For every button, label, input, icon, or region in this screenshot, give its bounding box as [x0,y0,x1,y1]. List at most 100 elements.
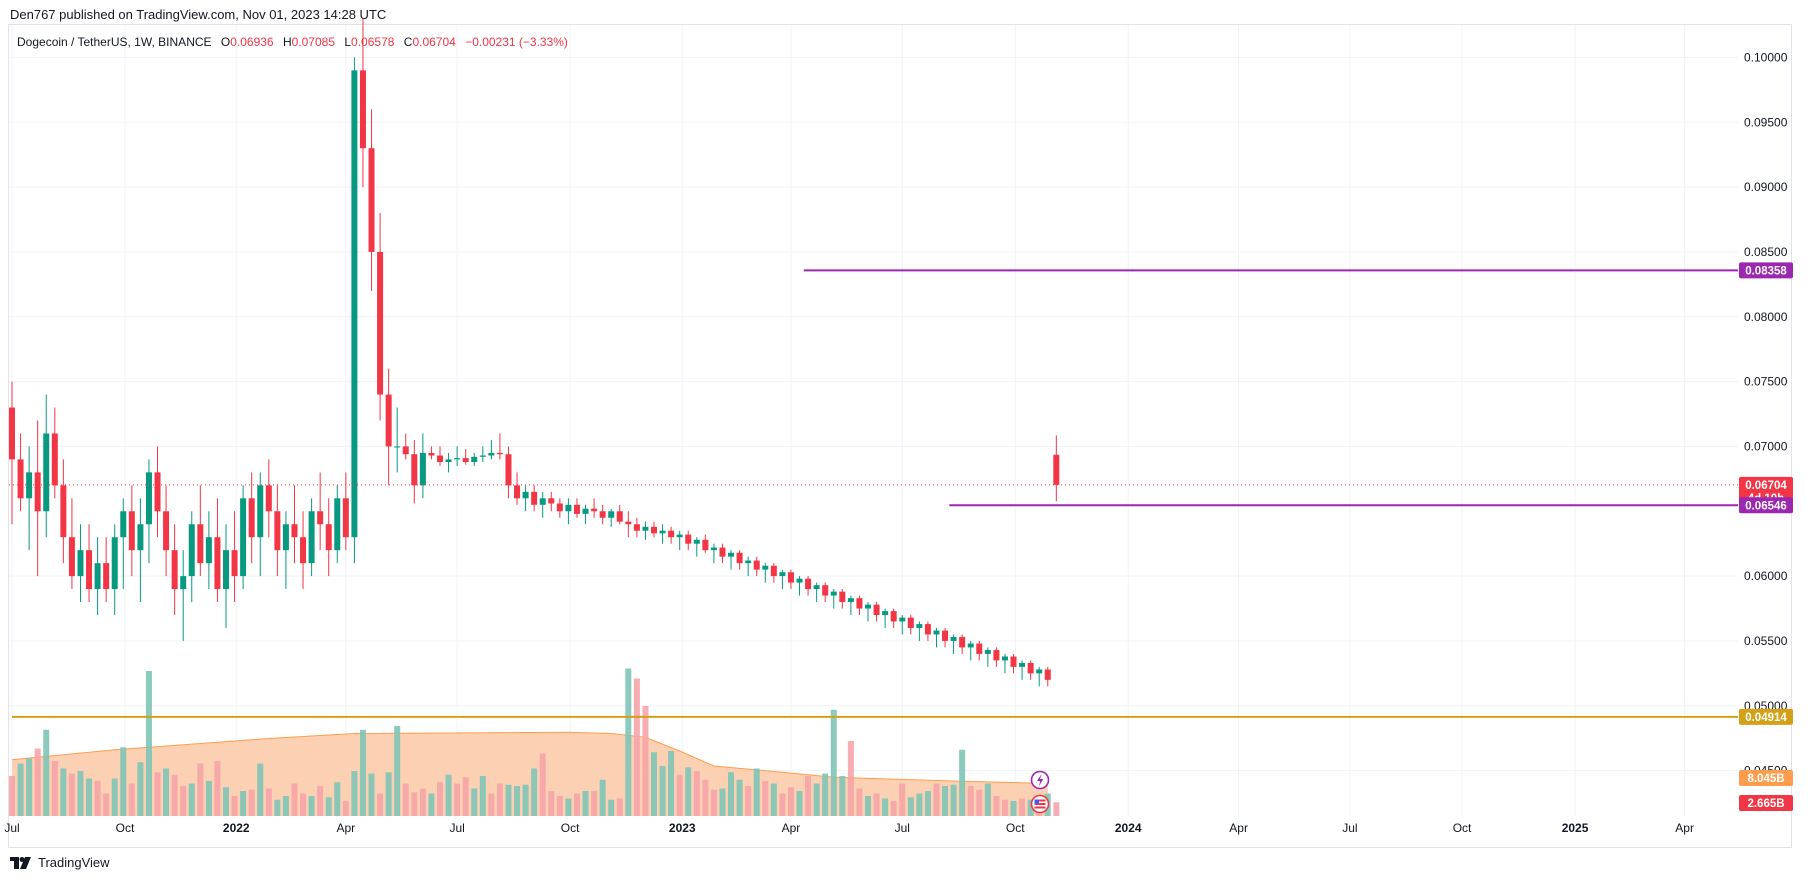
candle-body[interactable] [120,511,127,538]
candle-body[interactable] [642,526,649,531]
candle-body[interactable] [26,472,33,499]
candle-body[interactable] [899,617,906,622]
candle-body[interactable] [565,504,572,512]
candle-body[interactable] [1027,662,1034,674]
candle-body[interactable] [582,508,589,514]
candle-body[interactable] [77,550,84,577]
tradingview-brand[interactable]: TradingView [10,855,110,870]
candle-body[interactable] [257,485,264,538]
candle-body[interactable] [856,598,863,609]
candle-body[interactable] [34,472,41,512]
candle-body[interactable] [402,446,409,455]
candle-body[interactable] [145,472,152,525]
candle-body[interactable] [419,452,426,486]
candle-body[interactable] [51,433,58,486]
candle-body[interactable] [753,560,760,570]
candle-body[interactable] [616,511,623,522]
candle-body[interactable] [924,624,931,635]
candle-body[interactable] [591,508,598,512]
symbol-legend[interactable]: Dogecoin / TetherUS, 1W, BINANCE O0.0693… [17,35,568,49]
candle-body[interactable] [693,539,700,544]
candle-body[interactable] [240,498,247,577]
candle-body[interactable] [385,394,392,447]
candle-body[interactable] [300,537,307,564]
candle-body[interactable] [94,563,101,590]
candle-body[interactable] [813,585,820,590]
candle-body[interactable] [505,454,512,486]
candle-body[interactable] [43,433,50,512]
candle-body[interactable] [171,550,178,590]
candle-body[interactable] [787,572,794,583]
candle-body[interactable] [445,459,452,462]
candle-body[interactable] [1044,669,1051,680]
candle-body[interactable] [548,498,555,504]
candle-body[interactable] [274,511,281,551]
candle-body[interactable] [454,458,461,460]
candle-body[interactable] [847,598,854,603]
candle-body[interactable] [282,524,289,551]
candle-body[interactable] [154,472,161,512]
candle-body[interactable] [437,455,443,462]
candle-body[interactable] [1010,656,1017,667]
candle-body[interactable] [873,604,880,616]
candle-body[interactable] [959,637,966,648]
candle-body[interactable] [214,537,221,590]
candle-body[interactable] [205,537,212,564]
candle-body[interactable] [839,591,846,603]
candle-body[interactable] [539,498,546,505]
candle-body[interactable] [907,617,914,628]
candle-body[interactable] [916,624,923,628]
candle-body[interactable] [9,407,15,460]
candle-body[interactable] [103,563,110,590]
candle-body[interactable] [796,578,803,583]
candle-body[interactable] [377,251,384,395]
candle-body[interactable] [830,591,837,596]
candle-body[interactable] [668,530,675,538]
candle-body[interactable] [1053,454,1060,485]
candle-body[interactable] [728,552,735,557]
candle-body[interactable] [976,643,983,654]
candle-body[interactable] [710,547,717,551]
candle-body[interactable] [137,524,144,551]
candle-body[interactable] [573,504,580,514]
candle-body[interactable] [762,565,769,570]
candle-body[interactable] [890,611,897,622]
candle-body[interactable] [471,456,478,462]
candle-body[interactable] [68,537,75,577]
candle-body[interactable] [608,511,615,518]
candle-body[interactable] [736,552,743,564]
candle-body[interactable] [950,637,957,641]
chart-frame[interactable] [8,24,1792,848]
candle-body[interactable] [967,643,974,648]
candle-body[interactable] [479,455,486,457]
candle-body[interactable] [394,446,401,448]
candle-body[interactable] [514,485,521,499]
candle-body[interactable] [779,572,786,577]
candle-body[interactable] [676,534,683,538]
candle-body[interactable] [933,630,940,635]
candle-body[interactable] [522,491,529,499]
candle-body[interactable] [719,547,726,557]
candle-body[interactable] [633,524,640,531]
candle-body[interactable] [180,576,187,590]
candle-body[interactable] [308,511,315,564]
candle-body[interactable] [265,485,272,512]
candle-body[interactable] [531,491,538,505]
candle-body[interactable] [496,452,503,455]
candle-body[interactable] [659,530,666,534]
candle-body[interactable] [488,452,495,456]
candle-body[interactable] [351,70,358,538]
candle-body[interactable] [111,537,118,590]
candle-body[interactable] [60,485,67,538]
candle-body[interactable] [1036,669,1043,674]
candle-body[interactable] [223,550,229,590]
candle-body[interactable] [556,503,563,512]
candle-body[interactable] [231,550,238,577]
candle-body[interactable] [1019,662,1026,667]
candle-body[interactable] [625,521,632,525]
candle-body[interactable] [163,511,170,551]
candle-body[interactable] [865,604,871,609]
candle-body[interactable] [128,511,135,551]
candle-body[interactable] [291,524,298,538]
candle-body[interactable] [428,452,435,456]
